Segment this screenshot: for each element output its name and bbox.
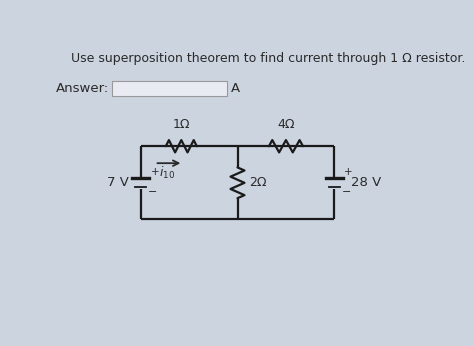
Text: −: − <box>147 188 157 198</box>
Text: A: A <box>230 82 240 95</box>
Text: −: − <box>341 188 351 198</box>
Text: 7 V: 7 V <box>107 176 129 189</box>
Text: +: + <box>345 167 353 177</box>
Text: Answer:: Answer: <box>55 82 109 95</box>
Text: 1Ω: 1Ω <box>173 118 190 131</box>
Text: +: + <box>151 167 159 177</box>
FancyBboxPatch shape <box>112 81 227 96</box>
Text: 28 V: 28 V <box>351 176 382 189</box>
Text: $i_{10}$: $i_{10}$ <box>159 165 175 181</box>
Text: 4Ω: 4Ω <box>277 118 295 131</box>
Text: 2Ω: 2Ω <box>249 176 266 189</box>
Text: Use superposition theorem to find current through 1 Ω resistor.: Use superposition theorem to find curren… <box>71 52 465 65</box>
